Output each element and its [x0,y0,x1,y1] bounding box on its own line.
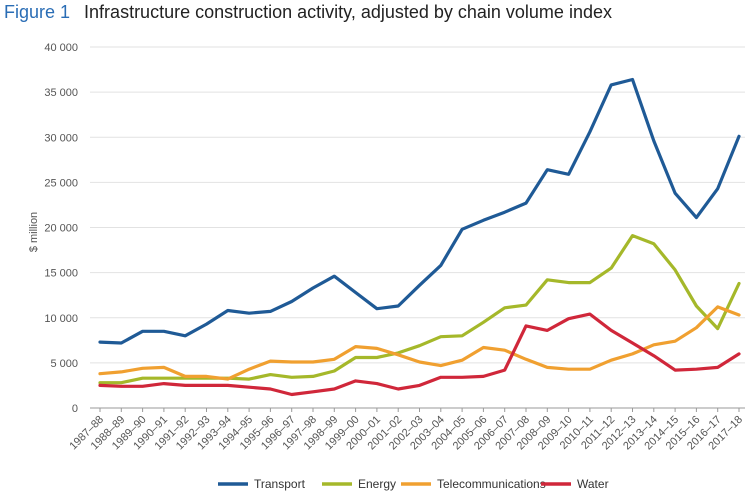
figure-label: Figure 1 [4,2,71,22]
gridlines [90,46,745,409]
legend-label-telecommunications: Telecommunications [437,477,546,491]
y-axis-ticks: 0 5 000 10 000 15 000 20 000 25 000 30 000 35 0… [44,42,78,415]
y-tick-label: 10 000 [44,313,78,325]
y-axis-label: $ million [28,212,40,252]
legend-label-energy: Energy [358,477,396,491]
series-line-water [98,312,741,397]
y-tick-label: 5 000 [50,358,78,370]
figure-title-row: Figure 1 Infrastructure construction acti… [4,2,612,26]
y-tick-label: 25 000 [44,177,78,189]
y-tick-label: 0 [72,403,78,415]
x-axis-ticks: 1987–881988–891989–901990–911991–921992–… [67,408,745,452]
legend-label-transport: Transport [254,477,306,491]
figure-title: Infrastructure construction activity, ad… [84,2,612,22]
legend: Transport Energy Telecommunications Water [218,477,609,491]
y-tick-label: 35 000 [44,87,78,99]
series-line-transport [98,77,741,345]
series-line-energy [98,234,741,385]
y-tick-label: 30 000 [44,132,78,144]
y-tick-label: 15 000 [44,268,78,280]
series-lines [98,77,741,397]
y-tick-label: 40 000 [44,42,78,54]
series-line-telecommunications [98,305,741,381]
legend-label-water: Water [577,477,609,491]
y-tick-label: 20 000 [44,223,78,235]
